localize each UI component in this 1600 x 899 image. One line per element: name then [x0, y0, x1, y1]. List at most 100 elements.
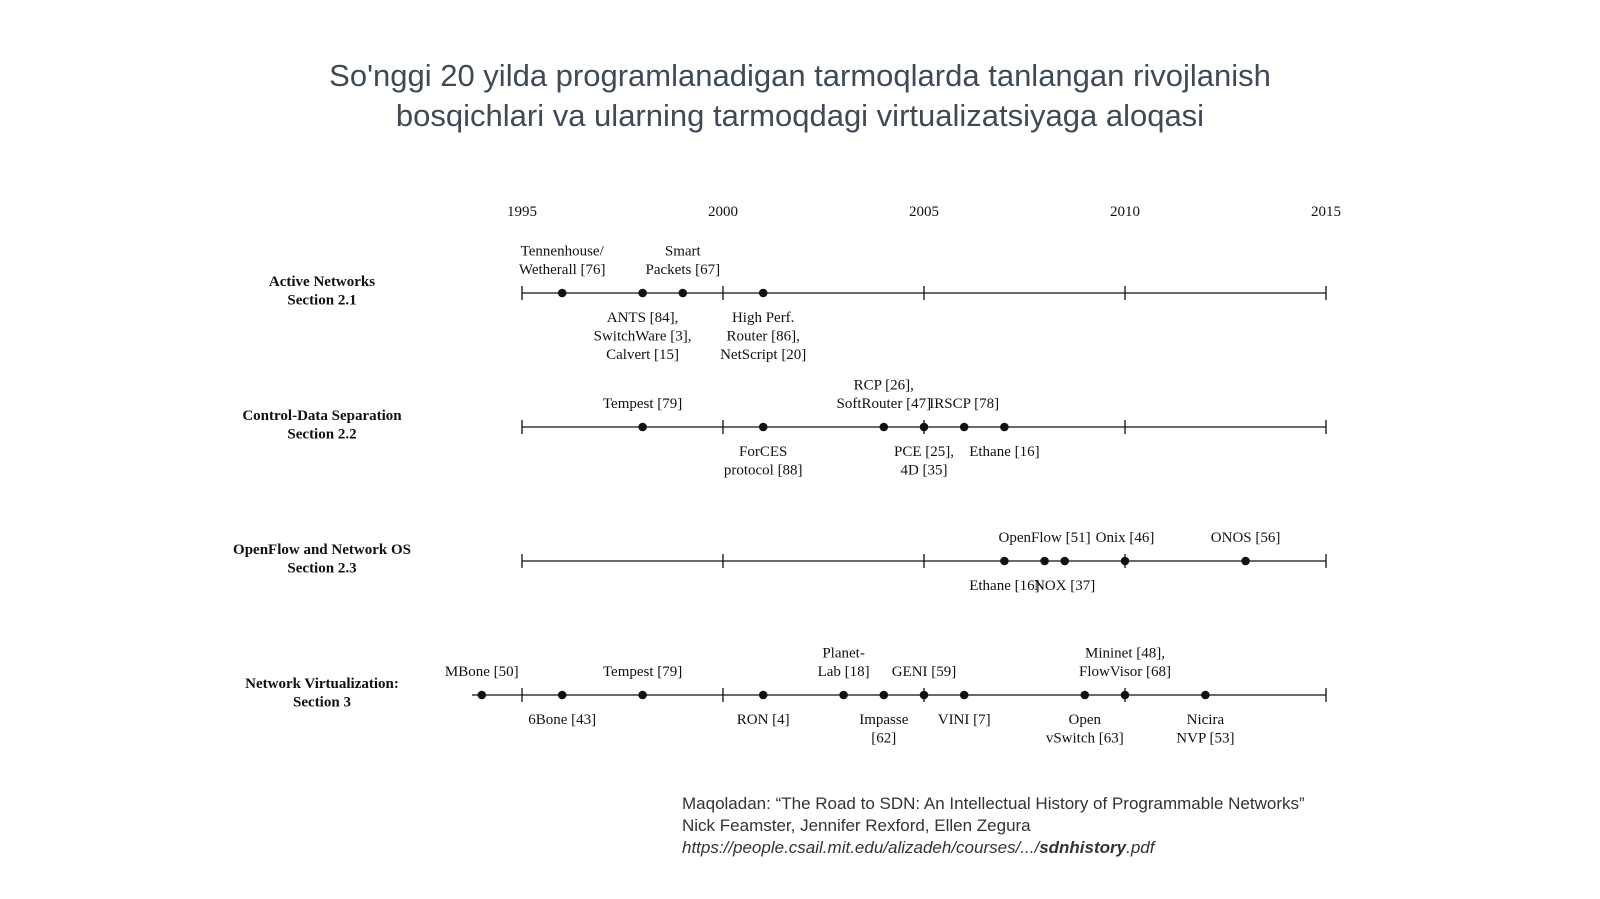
- url-prefix: https://people.csail.mit.edu/alizadeh/co…: [682, 838, 1040, 857]
- row-title-line: Section 2.3: [287, 561, 356, 577]
- event-label: VINI [7]: [938, 712, 991, 728]
- row-title-line: Section 2.1: [287, 293, 356, 309]
- year-label: 2000: [708, 204, 738, 220]
- citation-authors: Nick Feamster, Jennifer Rexford, Ellen Z…: [682, 816, 1031, 835]
- event-label-line: FlowVisor [68]: [1079, 664, 1171, 680]
- event-label: Ethane [16]: [969, 444, 1039, 460]
- event-dot: [638, 690, 647, 700]
- event-label-line: Planet-: [822, 646, 865, 662]
- row-title: Active Networks Section 2.1: [269, 274, 375, 309]
- event-label-line: Tempest [79]: [603, 664, 682, 680]
- event-label-line: RON [4]: [737, 712, 790, 728]
- event-label: Nicira NVP [53]: [1176, 712, 1234, 747]
- event-label: ONOS [56]: [1211, 530, 1281, 546]
- event-label-line: protocol [88]: [724, 463, 803, 479]
- event-label-line: Smart: [665, 244, 702, 260]
- page-title: So'nggi 20 yilda programlanadigan tarmoq…: [0, 56, 1600, 136]
- event-dot: [879, 422, 889, 432]
- event-label-line: MBone [50]: [445, 664, 519, 680]
- event-label-line: ForCES: [739, 444, 787, 460]
- event-label-line: OpenFlow [51]: [999, 530, 1091, 546]
- event-label-line: PCE [25],: [894, 444, 954, 460]
- event-label-line: Nicira: [1187, 712, 1225, 728]
- event-label: ANTS [84], SwitchWare [3], Calvert [15]: [594, 310, 692, 363]
- event-dot: [758, 288, 768, 298]
- year-label: 2015: [1311, 204, 1341, 220]
- event-label-line: SoftRouter [47]: [837, 396, 932, 412]
- row-title-line: Active Networks: [269, 274, 375, 290]
- event-dot: [919, 690, 929, 700]
- event-dot: [839, 690, 848, 700]
- event-label-line: Tempest [79]: [603, 396, 682, 412]
- year-label: 2010: [1110, 204, 1140, 220]
- event-label: Onix [46]: [1096, 530, 1155, 546]
- event-dot: [1201, 690, 1210, 700]
- event-label: NOX [37]: [1034, 578, 1095, 594]
- event-label: ForCES protocol [88]: [724, 444, 803, 479]
- event-label-line: IRSCP [78]: [929, 396, 999, 412]
- event-label-line: 6Bone [43]: [528, 712, 596, 728]
- event-dot: [1000, 556, 1009, 566]
- event-label: RCP [26], SoftRouter [47]: [837, 378, 932, 413]
- event-label-line: Ethane [16]: [969, 444, 1039, 460]
- row-title-line: Section 2.2: [287, 427, 356, 443]
- event-label-line: Wetherall [76]: [519, 262, 606, 278]
- event-label-line: NVP [53]: [1176, 731, 1234, 747]
- title-line-2: bosqichlari va ularning tarmoqdagi virtu…: [395, 98, 1205, 133]
- event-label-line: Impasse: [859, 712, 908, 728]
- event-dot: [1241, 556, 1250, 566]
- event-dot: [758, 690, 768, 700]
- event-dot: [1080, 690, 1090, 700]
- event-label: MBone [50]: [445, 664, 519, 680]
- row-title-line: Control-Data Separation: [242, 408, 402, 424]
- url-suffix: .pdf: [1126, 838, 1155, 857]
- event-label: Ethane [16]: [969, 578, 1039, 594]
- row-title: OpenFlow and Network OS Section 2.3: [233, 542, 411, 577]
- event-label-line: Tennenhouse/: [521, 244, 605, 260]
- event-label: GENI [59]: [892, 664, 957, 680]
- citation-url[interactable]: https://people.csail.mit.edu/alizadeh/co…: [682, 837, 1305, 859]
- event-label-line: High Perf.: [732, 310, 795, 326]
- event-label: Tempest [79]: [603, 396, 682, 412]
- event-label-line: Ethane [16]: [969, 578, 1039, 594]
- event-label-line: ONOS [56]: [1211, 530, 1281, 546]
- event-label-line: ANTS [84],: [607, 310, 679, 326]
- event-label-line: Router [86],: [727, 329, 800, 345]
- event-dot: [1000, 422, 1009, 432]
- year-label: 1995: [507, 204, 537, 220]
- event-label: Planet- Lab [18]: [818, 646, 870, 681]
- year-label: 2005: [909, 204, 939, 220]
- event-dot: [638, 288, 647, 298]
- row-title-line: Section 3: [293, 695, 351, 711]
- event-label-line: SwitchWare [3],: [594, 329, 692, 345]
- event-label: Smart Packets [67]: [646, 244, 721, 279]
- title-line-1: So'nggi 20 yilda programlanadigan tarmoq…: [329, 58, 1271, 93]
- event-label: PCE [25], 4D [35]: [894, 444, 954, 479]
- event-label: Mininet [48], FlowVisor [68]: [1079, 646, 1171, 681]
- event-label-line: NOX [37]: [1034, 578, 1095, 594]
- row-title: Control-Data Separation Section 2.2: [242, 408, 402, 443]
- event-label: Impasse [62]: [859, 712, 908, 747]
- event-label-line: RCP [26],: [854, 378, 914, 394]
- event-label-line: 4D [35]: [900, 463, 947, 479]
- url-bold: sdnhistory: [1039, 838, 1127, 857]
- event-dot: [879, 690, 889, 700]
- event-dot: [1120, 556, 1130, 566]
- event-label-line: VINI [7]: [938, 712, 991, 728]
- event-dot: [477, 690, 487, 700]
- citation-title: Maqoladan: “The Road to SDN: An Intellec…: [682, 794, 1305, 813]
- event-label-line: Onix [46]: [1096, 530, 1155, 546]
- source-citation: Maqoladan: “The Road to SDN: An Intellec…: [682, 793, 1305, 859]
- event-label: 6Bone [43]: [528, 712, 596, 728]
- event-dot: [557, 288, 567, 298]
- event-dot: [638, 422, 647, 432]
- event-label: Tennenhouse/Wetherall [76]: [519, 244, 606, 279]
- event-dot: [1040, 556, 1049, 566]
- event-label-line: GENI [59]: [892, 664, 957, 680]
- event-dot: [758, 422, 768, 432]
- event-label: Open vSwitch [63]: [1046, 712, 1124, 747]
- event-dot: [678, 288, 688, 298]
- event-label-line: Mininet [48],: [1085, 646, 1165, 662]
- event-label: Tempest [79]: [603, 664, 682, 680]
